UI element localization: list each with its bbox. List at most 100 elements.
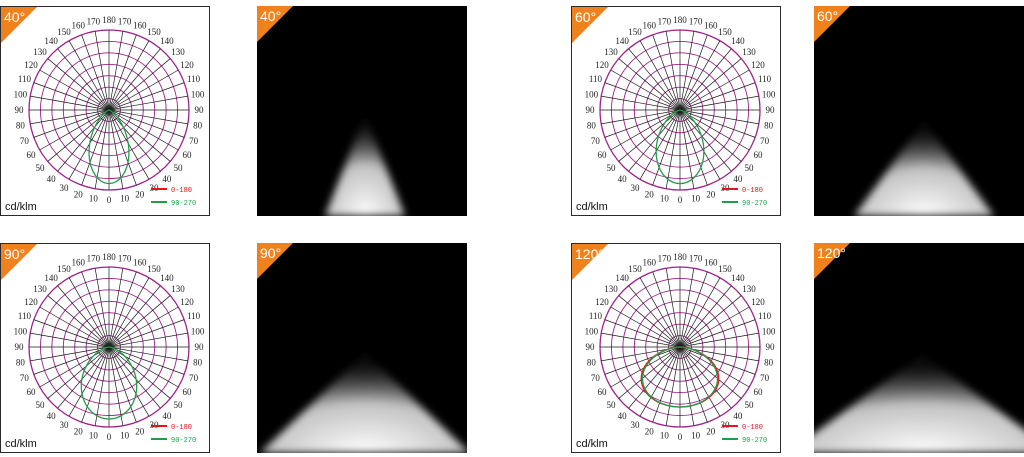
angle-label: 130 xyxy=(604,284,618,294)
angle-label: 110 xyxy=(589,74,603,84)
grid-radial-line xyxy=(30,109,110,125)
grid-radial-line xyxy=(679,306,750,348)
grid-radial-line xyxy=(665,268,681,348)
angle-label: 60 xyxy=(182,150,192,160)
angle-label: 100 xyxy=(585,326,599,336)
angle-label: 130 xyxy=(171,284,185,294)
beam-photo-40: 40° xyxy=(257,6,467,216)
grid-radial-line xyxy=(679,109,708,186)
angle-label: 70 xyxy=(591,373,601,383)
angle-label: 140 xyxy=(731,273,745,283)
angle-label: 20 xyxy=(706,427,716,437)
angle-label: 170 xyxy=(689,16,703,26)
angle-label: 130 xyxy=(33,47,47,57)
angle-label: 30 xyxy=(150,420,160,430)
grid-radial-line xyxy=(604,82,681,111)
angle-label: 130 xyxy=(742,284,756,294)
grid-radial-line xyxy=(679,109,742,162)
grid-radial-line xyxy=(108,346,150,417)
grid-radial-line xyxy=(81,34,110,111)
angle-label: 150 xyxy=(628,27,642,37)
angle-label: 140 xyxy=(615,273,629,283)
angle-label: 20 xyxy=(74,190,84,200)
angle-label: 100 xyxy=(585,89,599,99)
grid-radial-line xyxy=(108,346,124,426)
angle-label: 60 xyxy=(598,387,608,397)
angle-label: 150 xyxy=(628,264,642,274)
grid-radial-line xyxy=(618,295,681,348)
intensity-curve xyxy=(655,109,705,185)
grid-radial-line xyxy=(679,332,759,348)
grid-radial-line xyxy=(679,319,756,348)
polar-diagram-40: 150 140 130 120 110 100 90 80 70 60 50 40 30 20 10 150 1… xyxy=(0,6,210,216)
angle-label: 70 xyxy=(760,373,770,383)
angle-label: 90 xyxy=(586,342,596,352)
angle-label: 50 xyxy=(607,163,617,173)
grid-radial-line xyxy=(33,109,110,138)
beam-angle-label: 60° xyxy=(575,9,597,25)
grid-radial-line xyxy=(39,69,110,111)
angle-label: 40 xyxy=(47,174,57,184)
angle-label: 170 xyxy=(118,16,132,26)
angle-label: 40 xyxy=(618,411,628,421)
angle-label: 10 xyxy=(89,431,99,441)
angle-label: 50 xyxy=(173,400,183,410)
grid-radial-line xyxy=(33,82,110,111)
grid-radial-line xyxy=(679,346,742,399)
grid-radial-line xyxy=(604,109,681,138)
angle-label: 90 xyxy=(586,105,596,115)
legend-label: 90-270 xyxy=(171,437,196,445)
beam-angle-label: 40° xyxy=(4,9,26,25)
grid-radial-line xyxy=(679,95,759,111)
grid-radial-line xyxy=(601,95,681,111)
grid-radial-line xyxy=(628,346,681,409)
angle-label: 30 xyxy=(631,183,641,193)
grid-radial-line xyxy=(679,109,759,125)
angle-label: 180 xyxy=(102,252,116,262)
beam-cone xyxy=(260,353,467,453)
grid-radial-line xyxy=(108,109,179,151)
angle-label: 160 xyxy=(642,20,656,30)
grid-radial-line xyxy=(108,277,150,348)
grid-radial-line xyxy=(679,346,695,426)
grid-radial-line xyxy=(108,346,161,409)
grid-radial-line xyxy=(57,48,110,111)
grid-radial-line xyxy=(81,346,110,423)
beam-angle-label: 40° xyxy=(260,8,282,24)
grid-radial-line xyxy=(108,346,179,388)
grid-radial-line xyxy=(652,271,681,348)
grid-radial-line xyxy=(108,306,179,348)
angle-label: 70 xyxy=(760,136,770,146)
beam-photo-120: 120° xyxy=(814,243,1024,453)
angle-label: 40 xyxy=(733,174,743,184)
grid-radial-line xyxy=(679,31,695,111)
grid-radial-line xyxy=(30,95,110,111)
grid-radial-line xyxy=(679,109,750,151)
angle-label: 20 xyxy=(74,427,84,437)
grid-radial-line xyxy=(81,109,110,186)
angle-label: 40 xyxy=(162,411,172,421)
angle-label: 180 xyxy=(673,252,687,262)
angle-label: 70 xyxy=(20,136,30,146)
grid-radial-line xyxy=(108,31,124,111)
grid-radial-line xyxy=(108,69,179,111)
angle-label: 90 xyxy=(195,342,205,352)
angle-label: 50 xyxy=(607,400,617,410)
angle-label: 150 xyxy=(57,264,71,274)
angle-label: 0 xyxy=(107,432,112,442)
grid-radial-line xyxy=(108,109,161,172)
angle-label: 140 xyxy=(731,36,745,46)
grid-radial-line xyxy=(30,346,110,362)
grid-radial-line xyxy=(57,285,110,348)
legend-label: 0-180 xyxy=(742,187,763,195)
grid-radial-line xyxy=(68,40,110,111)
polar-diagram-120: 150 140 130 120 110 100 90 80 70 60 50 40 30 20 10 150 1… xyxy=(571,243,781,453)
beam-angle-label: 90° xyxy=(4,246,26,262)
grid-radial-line xyxy=(108,346,137,423)
angle-label: 70 xyxy=(591,136,601,146)
grid-radial-line xyxy=(679,109,756,138)
angle-label: 150 xyxy=(718,27,732,37)
grid-radial-line xyxy=(639,40,681,111)
grid-radial-line xyxy=(108,34,137,111)
